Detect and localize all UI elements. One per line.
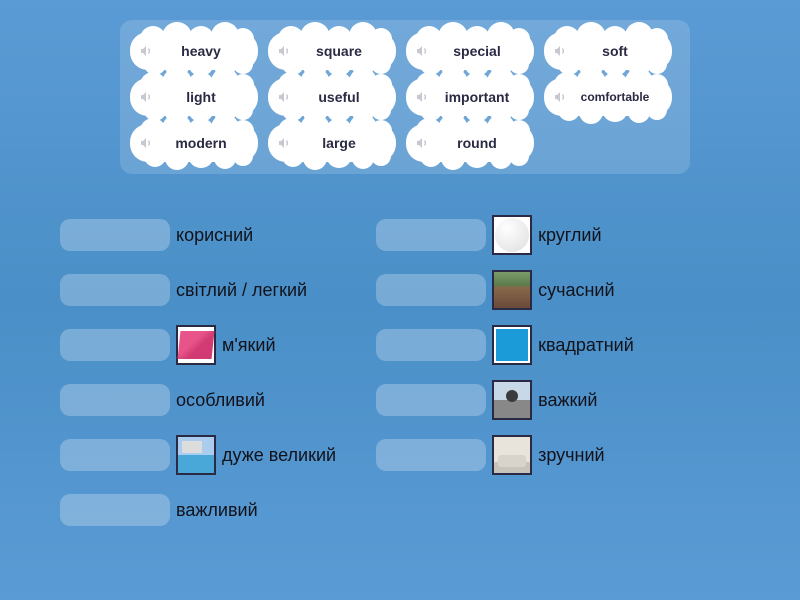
target-label: світлий / легкий [176,280,307,301]
word-label: useful [318,89,359,105]
target-label: важливий [176,500,258,521]
audio-icon[interactable] [276,43,292,59]
target-row: дуже великий [60,435,336,475]
drop-slot[interactable] [376,274,486,306]
thumb-circle [492,215,532,255]
target-row: круглий [376,215,634,255]
thumb-heavy [492,380,532,420]
target-label: дуже великий [222,445,336,466]
audio-icon[interactable] [414,89,430,105]
thumb-pink [176,325,216,365]
target-row: корисний [60,215,336,255]
word-label: round [457,135,497,151]
target-row: м'який [60,325,336,365]
word-chip-round[interactable]: round [406,124,534,162]
target-label: корисний [176,225,253,246]
drop-slot[interactable] [60,384,170,416]
audio-icon[interactable] [138,135,154,151]
target-row: важливий [60,490,336,530]
target-label: сучасний [538,280,614,301]
drop-slot[interactable] [60,329,170,361]
drop-slot[interactable] [60,494,170,526]
drop-slot[interactable] [376,384,486,416]
target-label: м'який [222,335,276,356]
target-row: зручний [376,435,634,475]
thumb-square [492,325,532,365]
drop-slot[interactable] [376,439,486,471]
audio-icon[interactable] [276,89,292,105]
audio-icon[interactable] [552,43,568,59]
word-chip-modern[interactable]: modern [130,124,258,162]
word-label: heavy [181,43,221,59]
word-chip-comfortable[interactable]: comfortable [544,78,672,116]
thumb-house [492,270,532,310]
word-label: special [453,43,500,59]
word-chip-useful[interactable]: useful [268,78,396,116]
word-chip-important[interactable]: important [406,78,534,116]
word-label: modern [175,135,226,151]
word-chip-light[interactable]: light [130,78,258,116]
audio-icon[interactable] [552,89,568,105]
word-chip-special[interactable]: special [406,32,534,70]
audio-icon[interactable] [276,135,292,151]
target-row: особливий [60,380,336,420]
word-label: square [316,43,362,59]
word-label: comfortable [581,90,650,104]
word-label: important [445,89,510,105]
word-label: light [186,89,216,105]
drop-slot[interactable] [376,219,486,251]
target-label: особливий [176,390,265,411]
drop-slot[interactable] [60,274,170,306]
left-column: корисний світлий / легкий м'який особлив… [60,215,336,530]
audio-icon[interactable] [138,89,154,105]
target-label: зручний [538,445,605,466]
target-row: квадратний [376,325,634,365]
drop-slot[interactable] [60,219,170,251]
word-label: soft [602,43,628,59]
target-label: важкий [538,390,597,411]
word-chip-soft[interactable]: soft [544,32,672,70]
word-label: large [322,135,355,151]
right-column: круглий сучасний квадратний важкий зручн… [376,215,634,530]
target-row: важкий [376,380,634,420]
target-row: сучасний [376,270,634,310]
audio-icon[interactable] [414,43,430,59]
target-label: квадратний [538,335,634,356]
targets-area: корисний світлий / легкий м'який особлив… [60,215,760,530]
audio-icon[interactable] [414,135,430,151]
thumb-pool [176,435,216,475]
word-bank: heavy square special soft light useful i… [120,20,690,174]
target-label: круглий [538,225,601,246]
word-chip-square[interactable]: square [268,32,396,70]
target-row: світлий / легкий [60,270,336,310]
word-chip-heavy[interactable]: heavy [130,32,258,70]
drop-slot[interactable] [60,439,170,471]
audio-icon[interactable] [138,43,154,59]
thumb-sofa [492,435,532,475]
drop-slot[interactable] [376,329,486,361]
word-chip-large[interactable]: large [268,124,396,162]
